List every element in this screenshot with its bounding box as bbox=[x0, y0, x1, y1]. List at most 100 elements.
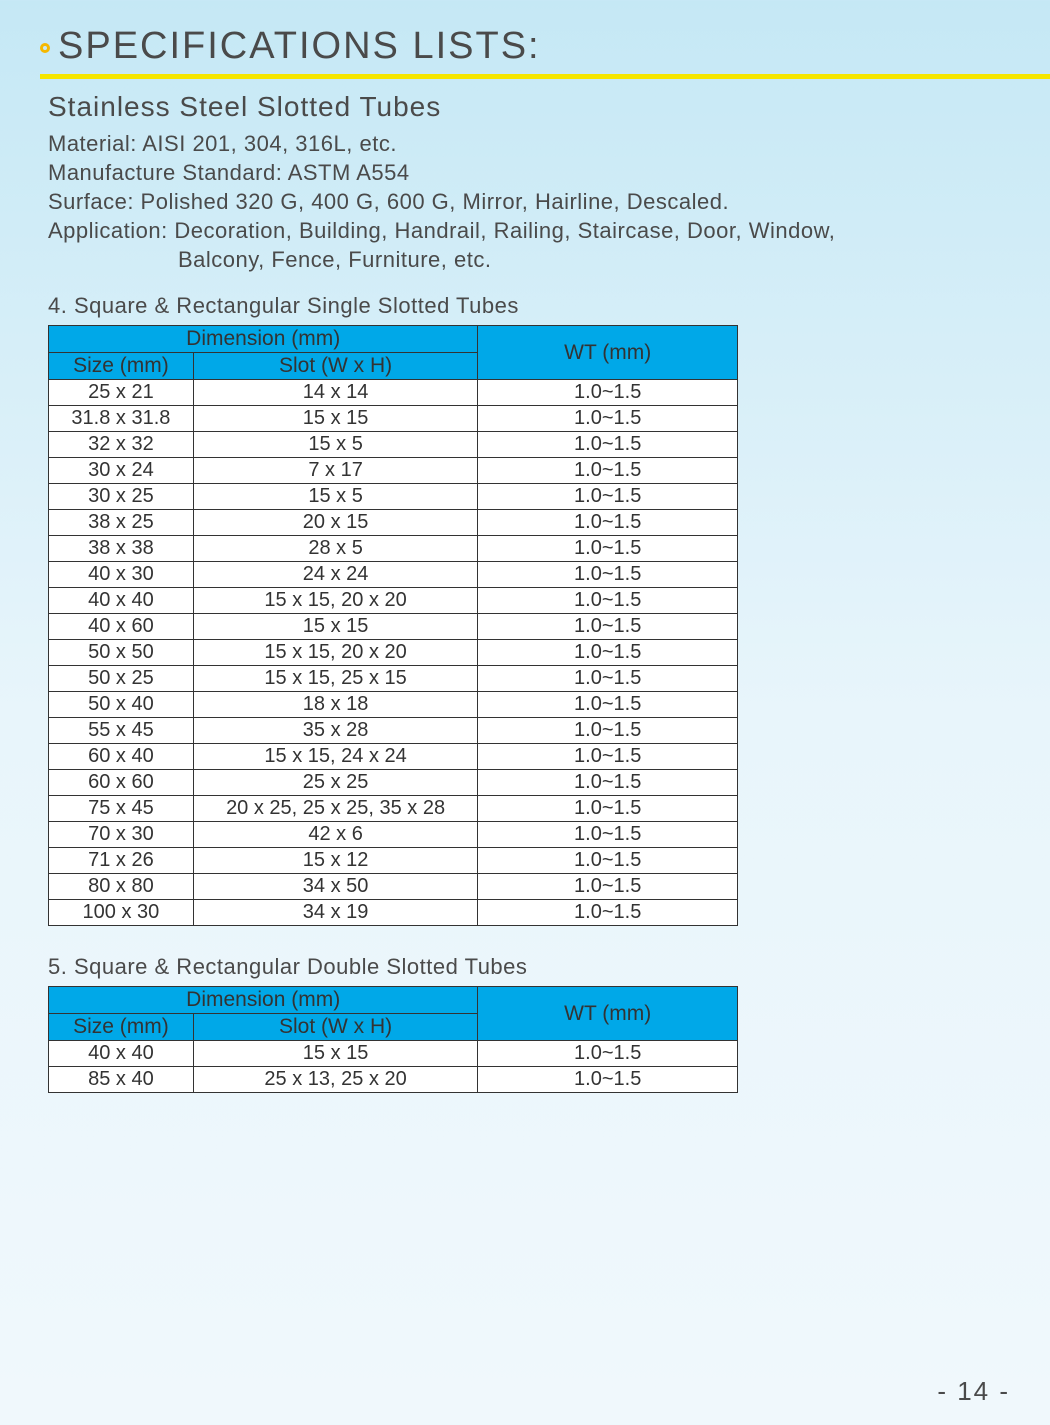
table-row: 30 x 247 x 171.0~1.5 bbox=[49, 458, 738, 484]
cell-wt: 1.0~1.5 bbox=[478, 848, 738, 874]
cell-wt: 1.0~1.5 bbox=[478, 744, 738, 770]
cell-wt: 1.0~1.5 bbox=[478, 770, 738, 796]
table-row: 25 x 2114 x 141.0~1.5 bbox=[49, 380, 738, 406]
cell-slot: 24 x 24 bbox=[193, 562, 478, 588]
table-row: 50 x 4018 x 181.0~1.5 bbox=[49, 692, 738, 718]
cell-size: 38 x 38 bbox=[49, 536, 194, 562]
table2: Dimension (mm) WT (mm) Size (mm) Slot (W… bbox=[48, 986, 738, 1093]
cell-wt: 1.0~1.5 bbox=[478, 406, 738, 432]
bullet-icon bbox=[40, 43, 50, 53]
table1: Dimension (mm) WT (mm) Size (mm) Slot (W… bbox=[48, 325, 738, 926]
th2-dimension: Dimension (mm) bbox=[49, 987, 478, 1014]
content-area: Stainless Steel Slotted Tubes Material: … bbox=[0, 79, 1050, 1093]
cell-wt: 1.0~1.5 bbox=[478, 718, 738, 744]
cell-slot: 14 x 14 bbox=[193, 380, 478, 406]
spec-application-1: Application: Decoration, Building, Handr… bbox=[48, 218, 1010, 244]
cell-size: 40 x 60 bbox=[49, 614, 194, 640]
cell-size: 75 x 45 bbox=[49, 796, 194, 822]
cell-wt: 1.0~1.5 bbox=[478, 874, 738, 900]
cell-wt: 1.0~1.5 bbox=[478, 380, 738, 406]
spec-material: Material: AISI 201, 304, 316L, etc. bbox=[48, 131, 1010, 157]
cell-slot: 34 x 50 bbox=[193, 874, 478, 900]
cell-slot: 15 x 12 bbox=[193, 848, 478, 874]
cell-slot: 15 x 15 bbox=[193, 1041, 478, 1067]
table1-heading: 4. Square & Rectangular Single Slotted T… bbox=[48, 293, 1010, 319]
th-slot: Slot (W x H) bbox=[193, 353, 478, 380]
table-row: 70 x 3042 x 61.0~1.5 bbox=[49, 822, 738, 848]
table-row: 40 x 6015 x 151.0~1.5 bbox=[49, 614, 738, 640]
cell-size: 25 x 21 bbox=[49, 380, 194, 406]
table-row: 71 x 2615 x 121.0~1.5 bbox=[49, 848, 738, 874]
cell-slot: 15 x 15, 25 x 15 bbox=[193, 666, 478, 692]
cell-slot: 15 x 5 bbox=[193, 432, 478, 458]
cell-wt: 1.0~1.5 bbox=[478, 796, 738, 822]
table1-wrap: Dimension (mm) WT (mm) Size (mm) Slot (W… bbox=[48, 325, 1010, 926]
cell-size: 32 x 32 bbox=[49, 432, 194, 458]
cell-size: 50 x 40 bbox=[49, 692, 194, 718]
cell-size: 71 x 26 bbox=[49, 848, 194, 874]
cell-size: 60 x 60 bbox=[49, 770, 194, 796]
cell-slot: 25 x 25 bbox=[193, 770, 478, 796]
page-number: - 14 - bbox=[937, 1376, 1010, 1407]
table-row: 60 x 6025 x 251.0~1.5 bbox=[49, 770, 738, 796]
table-row: 50 x 5015 x 15, 20 x 201.0~1.5 bbox=[49, 640, 738, 666]
cell-wt: 1.0~1.5 bbox=[478, 510, 738, 536]
cell-slot: 15 x 15, 20 x 20 bbox=[193, 640, 478, 666]
cell-size: 55 x 45 bbox=[49, 718, 194, 744]
cell-slot: 35 x 28 bbox=[193, 718, 478, 744]
th2-size: Size (mm) bbox=[49, 1014, 194, 1041]
cell-size: 40 x 40 bbox=[49, 588, 194, 614]
cell-size: 40 x 30 bbox=[49, 562, 194, 588]
cell-size: 31.8 x 31.8 bbox=[49, 406, 194, 432]
cell-wt: 1.0~1.5 bbox=[478, 614, 738, 640]
cell-wt: 1.0~1.5 bbox=[478, 900, 738, 926]
cell-slot: 20 x 15 bbox=[193, 510, 478, 536]
table-row: 60 x 4015 x 15, 24 x 241.0~1.5 bbox=[49, 744, 738, 770]
cell-wt: 1.0~1.5 bbox=[478, 822, 738, 848]
table-row: 40 x 3024 x 241.0~1.5 bbox=[49, 562, 738, 588]
cell-size: 30 x 24 bbox=[49, 458, 194, 484]
th2-wt: WT (mm) bbox=[478, 987, 738, 1041]
table-row: 50 x 2515 x 15, 25 x 151.0~1.5 bbox=[49, 666, 738, 692]
cell-wt: 1.0~1.5 bbox=[478, 562, 738, 588]
spec-standard: Manufacture Standard: ASTM A554 bbox=[48, 160, 1010, 186]
title-text: SPECIFICATIONS LISTS: bbox=[58, 25, 541, 67]
cell-wt: 1.0~1.5 bbox=[478, 640, 738, 666]
table-row: 100 x 3034 x 191.0~1.5 bbox=[49, 900, 738, 926]
table-row: 40 x 4015 x 151.0~1.5 bbox=[49, 1041, 738, 1067]
table-row: 30 x 2515 x 51.0~1.5 bbox=[49, 484, 738, 510]
table-row: 31.8 x 31.815 x 151.0~1.5 bbox=[49, 406, 738, 432]
cell-wt: 1.0~1.5 bbox=[478, 588, 738, 614]
cell-slot: 20 x 25, 25 x 25, 35 x 28 bbox=[193, 796, 478, 822]
cell-wt: 1.0~1.5 bbox=[478, 536, 738, 562]
cell-slot: 42 x 6 bbox=[193, 822, 478, 848]
cell-slot: 18 x 18 bbox=[193, 692, 478, 718]
cell-slot: 15 x 15, 24 x 24 bbox=[193, 744, 478, 770]
cell-size: 50 x 25 bbox=[49, 666, 194, 692]
cell-size: 100 x 30 bbox=[49, 900, 194, 926]
cell-slot: 28 x 5 bbox=[193, 536, 478, 562]
table-row: 75 x 4520 x 25, 25 x 25, 35 x 281.0~1.5 bbox=[49, 796, 738, 822]
cell-wt: 1.0~1.5 bbox=[478, 484, 738, 510]
cell-size: 85 x 40 bbox=[49, 1067, 194, 1093]
th2-slot: Slot (W x H) bbox=[193, 1014, 478, 1041]
cell-wt: 1.0~1.5 bbox=[478, 458, 738, 484]
cell-size: 70 x 30 bbox=[49, 822, 194, 848]
cell-slot: 15 x 15 bbox=[193, 406, 478, 432]
spec-surface: Surface: Polished 320 G, 400 G, 600 G, M… bbox=[48, 189, 1010, 215]
cell-wt: 1.0~1.5 bbox=[478, 692, 738, 718]
cell-size: 80 x 80 bbox=[49, 874, 194, 900]
th-size: Size (mm) bbox=[49, 353, 194, 380]
th-wt: WT (mm) bbox=[478, 326, 738, 380]
cell-slot: 34 x 19 bbox=[193, 900, 478, 926]
table-row: 55 x 4535 x 281.0~1.5 bbox=[49, 718, 738, 744]
cell-slot: 15 x 5 bbox=[193, 484, 478, 510]
table2-heading: 5. Square & Rectangular Double Slotted T… bbox=[48, 954, 1010, 980]
page-title: SPECIFICATIONS LISTS: bbox=[0, 0, 1050, 74]
table-row: 85 x 4025 x 13, 25 x 201.0~1.5 bbox=[49, 1067, 738, 1093]
table2-wrap: Dimension (mm) WT (mm) Size (mm) Slot (W… bbox=[48, 986, 1010, 1093]
spec-application-2: Balcony, Fence, Furniture, etc. bbox=[48, 247, 1010, 273]
cell-size: 30 x 25 bbox=[49, 484, 194, 510]
subtitle: Stainless Steel Slotted Tubes bbox=[48, 91, 1010, 123]
cell-wt: 1.0~1.5 bbox=[478, 432, 738, 458]
